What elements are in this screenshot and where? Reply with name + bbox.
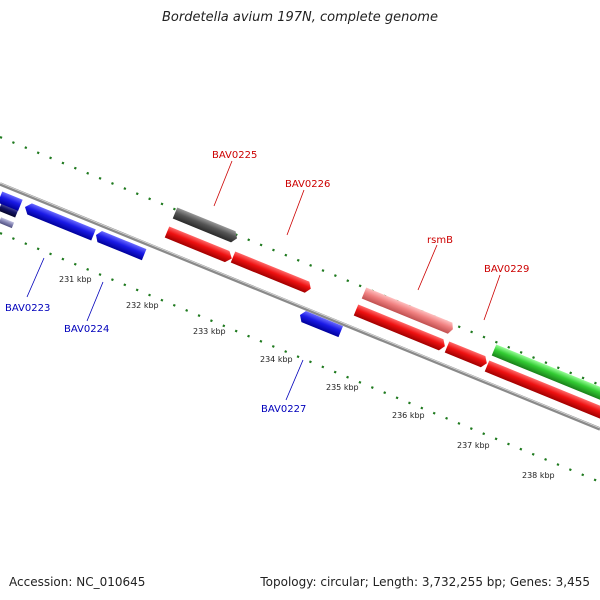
tick-label-235: 235 kbp [326,383,359,392]
label-BAV0226: BAV0226 [285,179,330,190]
gene-BAV0224[interactable] [23,201,96,241]
tick-label-233: 233 kbp [193,327,226,336]
label-BAV0223: BAV0223 [5,303,50,314]
leader-BAV0223 [26,257,45,298]
gene-BAV0227[interactable] [298,309,344,338]
label-BAV0227: BAV0227 [261,404,306,415]
gene-blue-mid[interactable] [94,229,147,261]
gene-BAV0229[interactable] [484,360,600,425]
gene-BAV0225[interactable] [164,226,234,264]
gene-BAV0223[interactable] [0,191,23,211]
label-rsmB: rsmB [427,235,453,246]
leader-BAV0225 [213,160,233,207]
label-BAV0229: BAV0229 [484,264,529,275]
tick-label-237: 237 kbp [457,441,490,450]
gene-gray[interactable] [172,207,240,243]
leader-rsmB [417,244,438,291]
tick-label-234: 234 kbp [260,355,293,364]
tick-label-231: 231 kbp [59,275,92,284]
gene-red-small[interactable] [444,341,489,368]
gene-red-rsmB-adjacent[interactable] [353,304,447,351]
leader-BAV0226 [286,189,305,236]
tick-label-232: 232 kbp [126,301,159,310]
leader-BAV0227 [285,359,304,401]
leader-BAV0229 [483,274,501,321]
genome-backbone [0,182,600,431]
gene-green[interactable] [491,344,600,405]
gene-slate[interactable] [0,217,15,229]
leader-BAV0224 [86,281,104,322]
inner-ruler-dots [0,231,600,484]
map-title: Bordetella avium 197N, complete genome [162,10,438,25]
gene-rsmB[interactable] [361,287,455,334]
gene-BAV0226[interactable] [230,251,313,294]
genome-backbone-highlight [0,182,600,429]
accession-text: Accession: NC_010645 [9,575,146,589]
label-BAV0225: BAV0225 [212,150,257,161]
tick-label-238: 238 kbp [522,471,555,480]
outer-ruler-dots [0,135,600,387]
label-BAV0224: BAV0224 [64,324,109,335]
genome-summary-text: Topology: circular; Length: 3,732,255 bp… [260,575,590,589]
gene-navy[interactable] [0,203,19,218]
tick-label-236: 236 kbp [392,411,425,420]
